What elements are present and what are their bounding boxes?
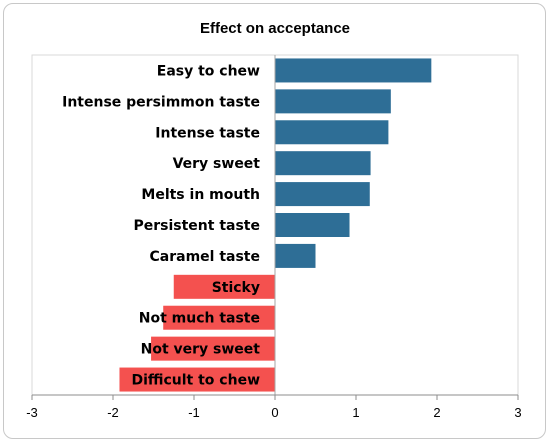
bar-intense-persimmon-taste: [275, 89, 391, 114]
bar-persistent-taste: [275, 213, 350, 237]
category-label: Intense persimmon taste: [62, 94, 260, 110]
category-label: Sticky: [212, 280, 260, 296]
bar-caramel-taste: [275, 243, 316, 268]
x-tick-label: -1: [188, 405, 200, 420]
bar-easy-to-chew: [275, 58, 432, 83]
category-label: Persistent taste: [133, 218, 260, 234]
category-label: Easy to chew: [157, 63, 260, 79]
bar-intense-taste: [275, 120, 389, 145]
bar-melts-in-mouth: [275, 182, 370, 207]
category-label: Melts in mouth: [141, 187, 260, 203]
x-tick-label: -3: [26, 405, 38, 420]
x-tick-label: 3: [514, 405, 521, 420]
x-tick-label: -2: [107, 405, 119, 420]
category-label: Not very sweet: [141, 342, 261, 358]
bar-difficult-to-chew: [119, 367, 275, 392]
category-label: Intense taste: [155, 125, 260, 141]
category-label: Not much taste: [139, 311, 260, 327]
x-tick-label: 0: [271, 405, 278, 420]
chart-title: Effect on acceptance: [200, 20, 350, 37]
bar-sticky: [173, 274, 275, 299]
bar-not-much-taste: [163, 305, 275, 330]
category-label: Very sweet: [173, 156, 261, 172]
x-tick-label: 1: [352, 405, 359, 420]
x-tick-label: 2: [433, 405, 440, 420]
category-label: Difficult to chew: [131, 373, 260, 389]
bar-not-very-sweet: [151, 336, 275, 361]
bar-very-sweet: [275, 151, 371, 176]
plot-area: Easy to chew Intense persimmon taste Inten…: [26, 54, 522, 420]
category-label: Caramel taste: [150, 249, 261, 265]
